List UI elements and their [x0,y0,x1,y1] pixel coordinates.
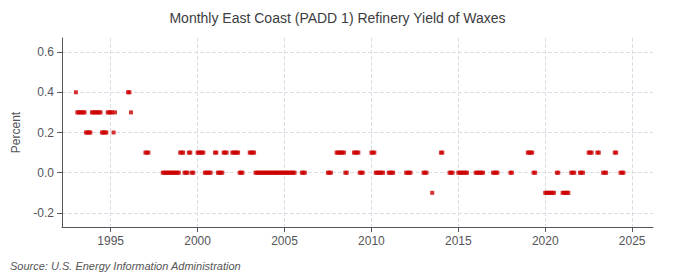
svg-text:Monthly East Coast (PADD 1) Re: Monthly East Coast (PADD 1) Refinery Yie… [169,10,505,26]
svg-text:0.4: 0.4 [37,85,54,99]
svg-text:Source: U.S. Energy Informatio: Source: U.S. Energy Information Administ… [10,260,241,272]
svg-text:2015: 2015 [445,234,472,248]
svg-text:0.6: 0.6 [37,45,54,59]
svg-text:0.2: 0.2 [37,126,54,140]
svg-text:2000: 2000 [184,234,211,248]
svg-text:2020: 2020 [532,234,559,248]
svg-text:2010: 2010 [358,234,385,248]
svg-text:Percent: Percent [9,111,23,153]
svg-text:2005: 2005 [271,234,298,248]
svg-text:-0.2: -0.2 [33,206,54,220]
svg-text:0.0: 0.0 [37,166,54,180]
svg-text:1995: 1995 [97,234,124,248]
svg-text:2025: 2025 [619,234,646,248]
